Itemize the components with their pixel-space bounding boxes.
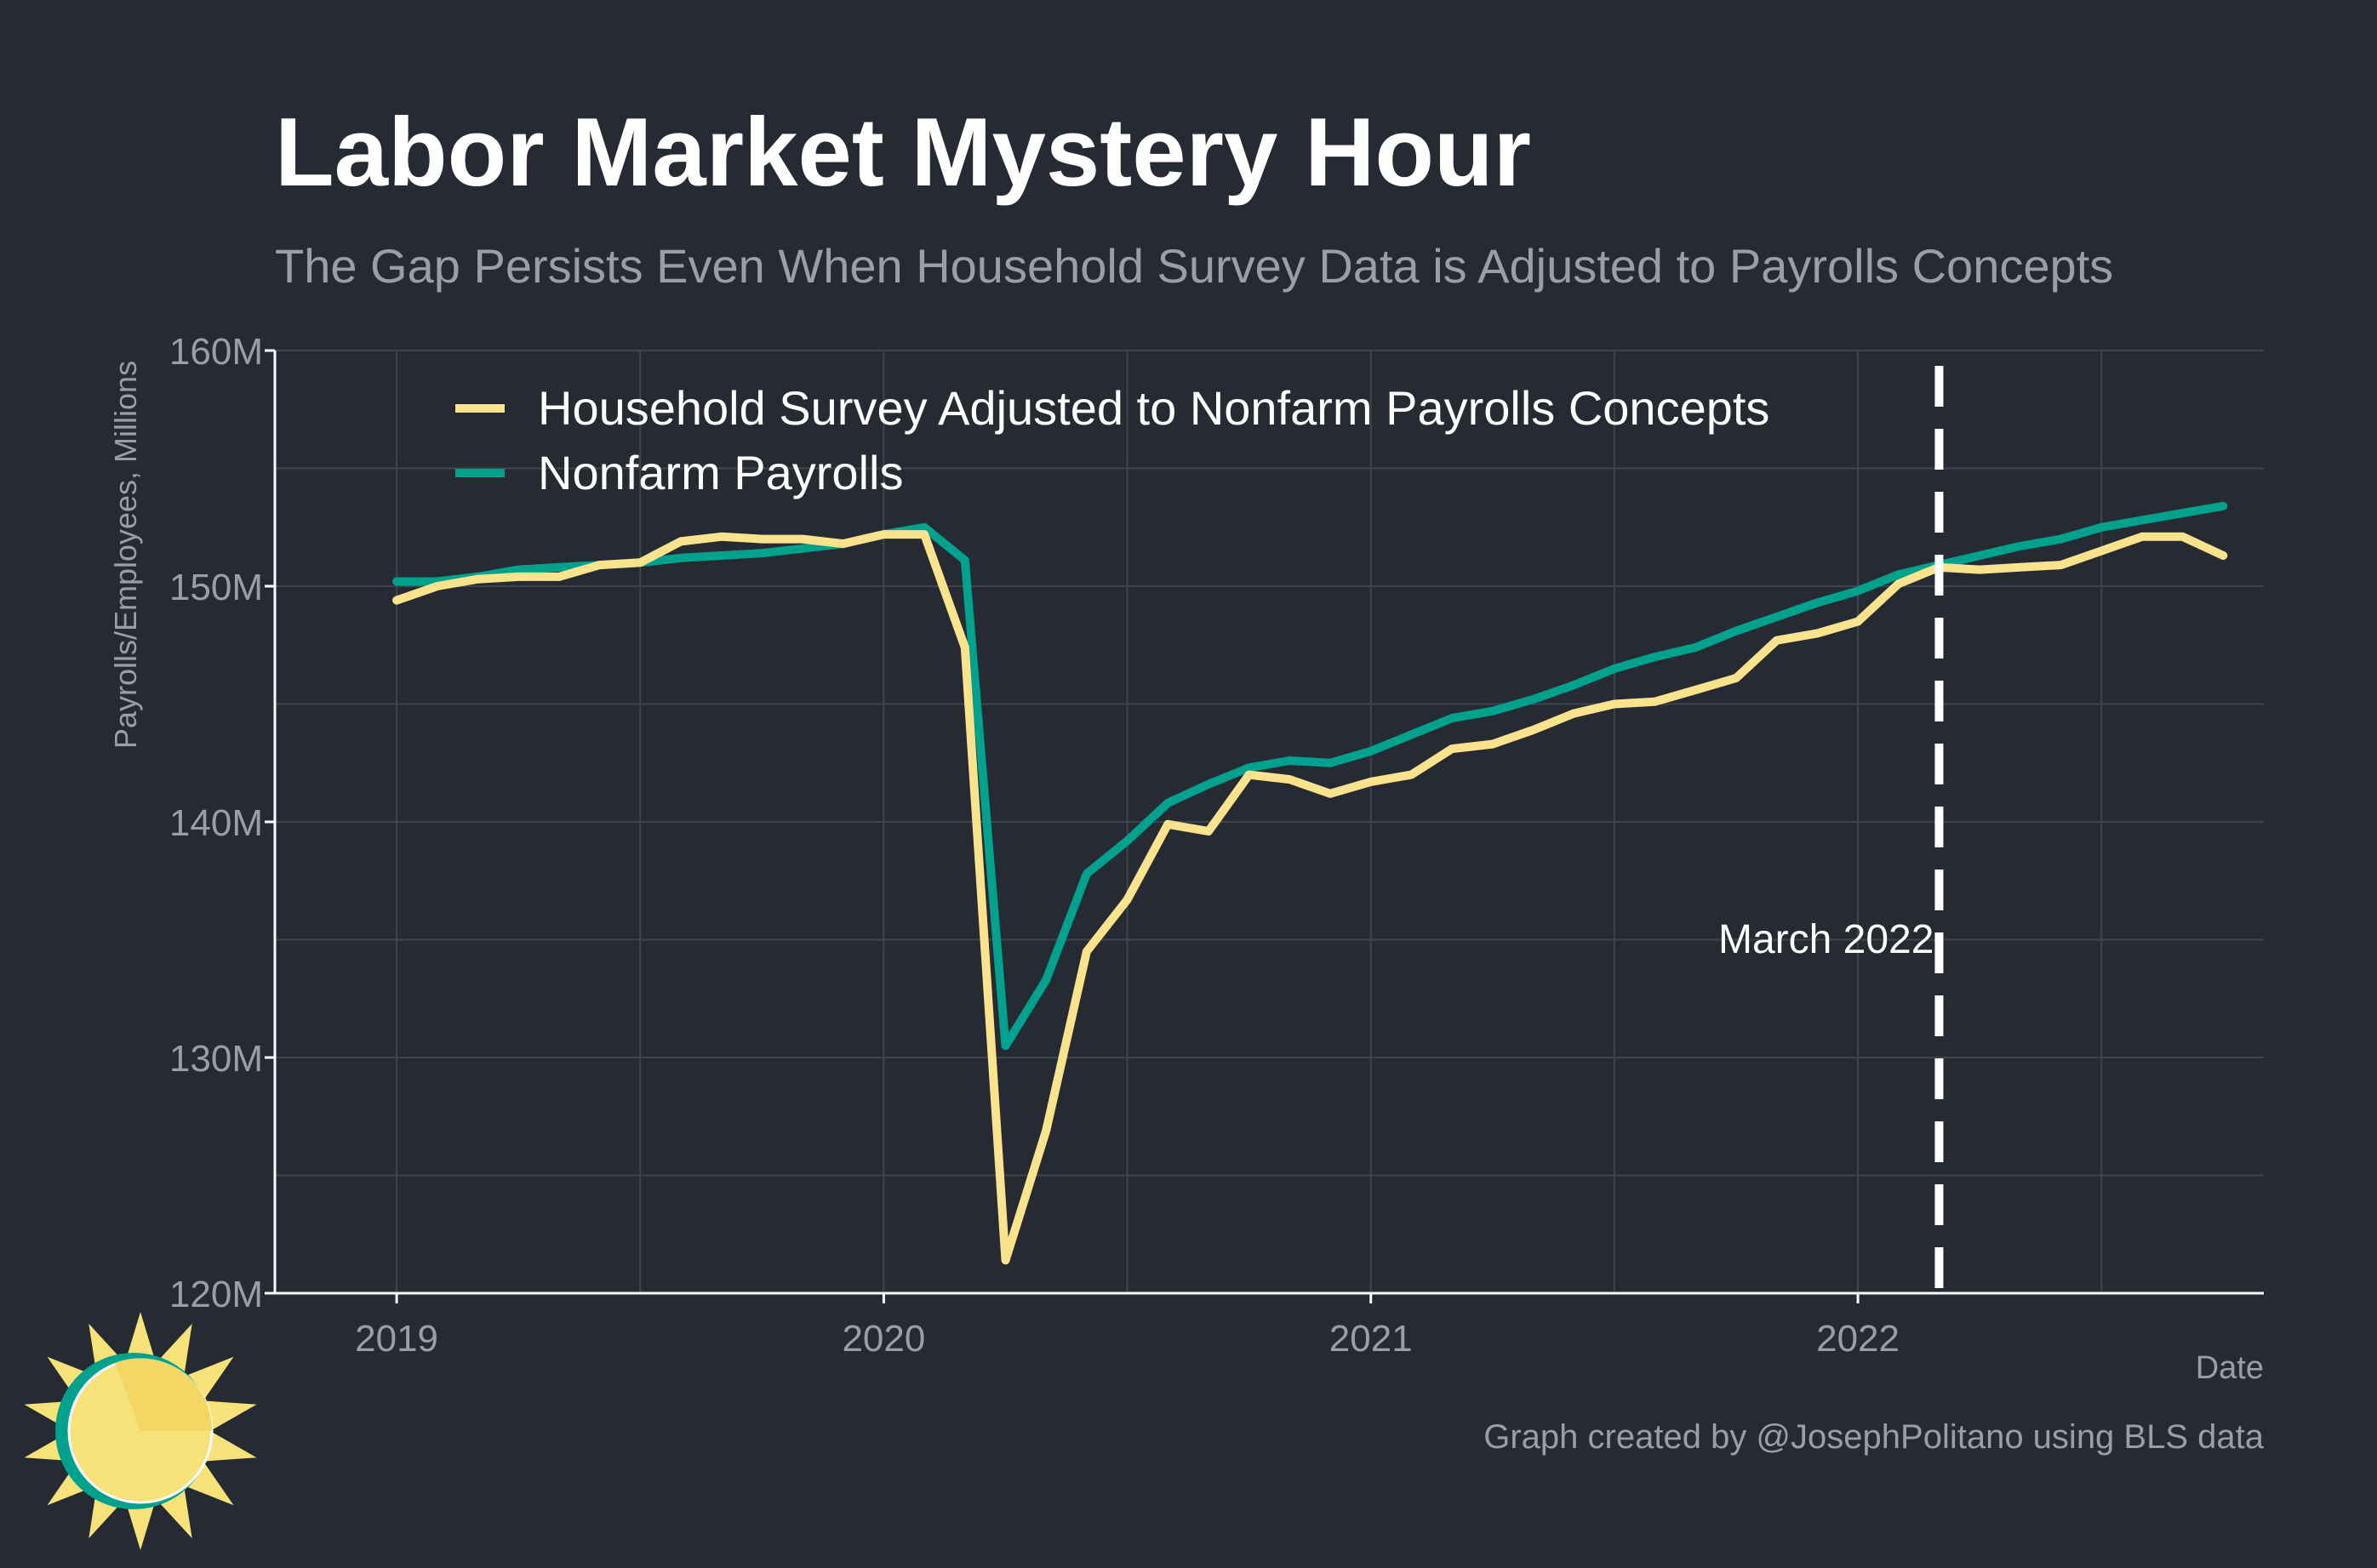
chart-subtitle: The Gap Persists Even When Household Sur… (275, 239, 2113, 293)
x-tick-label: 2022 (1816, 1318, 1900, 1360)
x-tick-label: 2019 (355, 1318, 438, 1360)
credit-text: Graph created by @JosephPolitano using B… (1483, 1418, 2264, 1456)
legend: Household Survey Adjusted to Nonfarm Pay… (455, 381, 1769, 499)
axis-layer: 120M 130M 140M 150M 160M 2019 2020 2021 2022 (169, 331, 2264, 1360)
sun-logo-icon (24, 1312, 257, 1550)
series-payrolls-line (392, 501, 2228, 1051)
series-household-line (392, 530, 2228, 1265)
sun-shade (115, 1358, 213, 1431)
y-axis-title: Payrolls/Employees, Millions (108, 361, 143, 749)
y-tick-label: 150M (169, 567, 263, 608)
y-tick-label: 140M (169, 802, 263, 844)
grid-layer (275, 350, 2264, 1293)
x-tick-label: 2021 (1329, 1318, 1413, 1360)
legend-label: Household Survey Adjusted to Nonfarm Pay… (538, 381, 1769, 435)
march-2022-label: March 2022 (1718, 917, 1934, 962)
chart-title: Labor Market Mystery Hour (275, 99, 1531, 207)
x-axis-title: Date (2196, 1350, 2264, 1386)
x-tick-label: 2020 (842, 1318, 925, 1360)
series-layer (392, 501, 2228, 1265)
y-tick-label: 160M (169, 331, 263, 373)
y-tick-label: 120M (169, 1274, 263, 1315)
y-tick-label: 130M (169, 1038, 263, 1080)
annotation-layer: March 2022 (1718, 366, 1944, 1293)
legend-label: Nonfarm Payrolls (538, 446, 903, 499)
